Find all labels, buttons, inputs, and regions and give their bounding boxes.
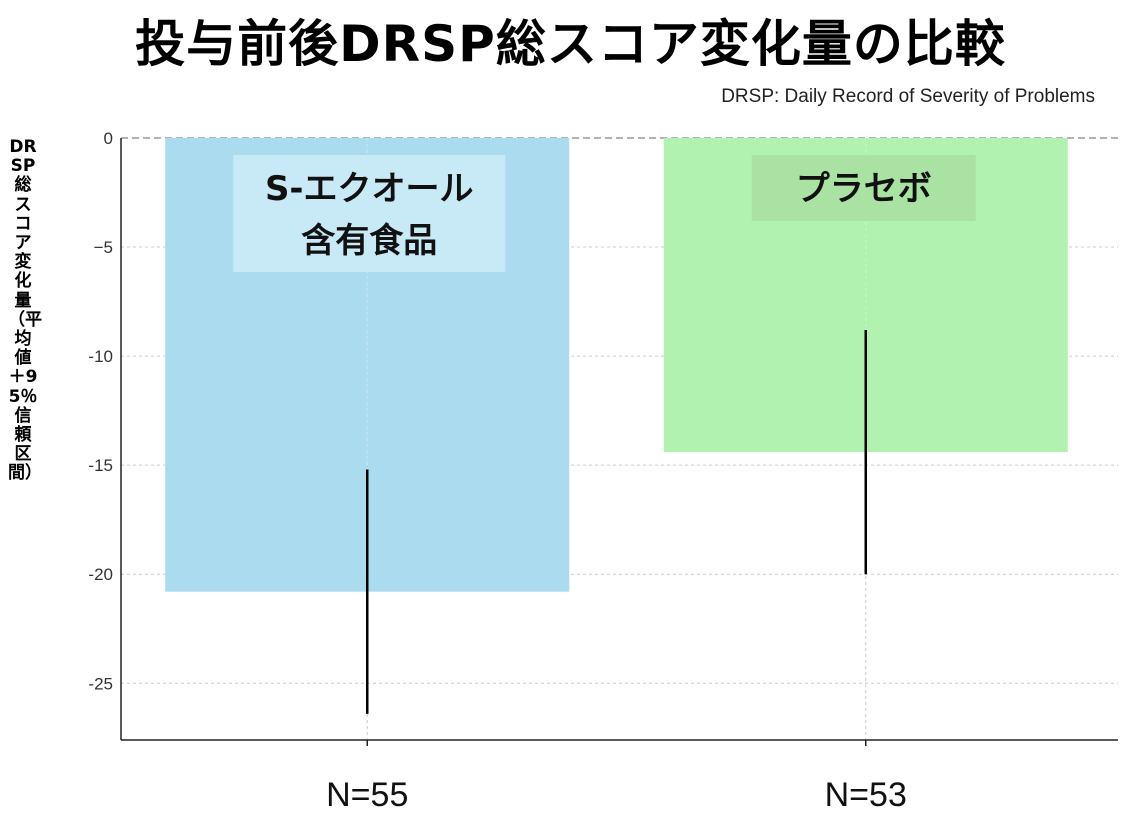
bar-label: 含有食品 (301, 221, 437, 261)
bar-label: S-エクオール (265, 169, 474, 209)
chart-subtitle: DRSP: Daily Record of Severity of Proble… (721, 86, 1095, 107)
y-tick-label: -25 (88, 674, 113, 693)
sample-size-label: N=55 (326, 776, 408, 814)
y-axis-label: DRSP総スコア変化量（平均値 ＋95％信頼区間） (8, 137, 42, 484)
bar-label-box (233, 155, 506, 272)
y-tick-label: -10 (88, 347, 113, 366)
y-tick-label: -15 (88, 456, 113, 475)
chart-title: 投与前後DRSP総スコア変化量の比較 (135, 15, 1006, 73)
bar-label: プラセボ (796, 169, 932, 209)
y-tick-label: −5 (94, 238, 113, 257)
bar-label-box (751, 155, 976, 221)
y-tick-label: 0 (104, 129, 113, 148)
y-tick-label: -20 (88, 565, 113, 584)
sample-size-label: N=53 (825, 776, 907, 814)
